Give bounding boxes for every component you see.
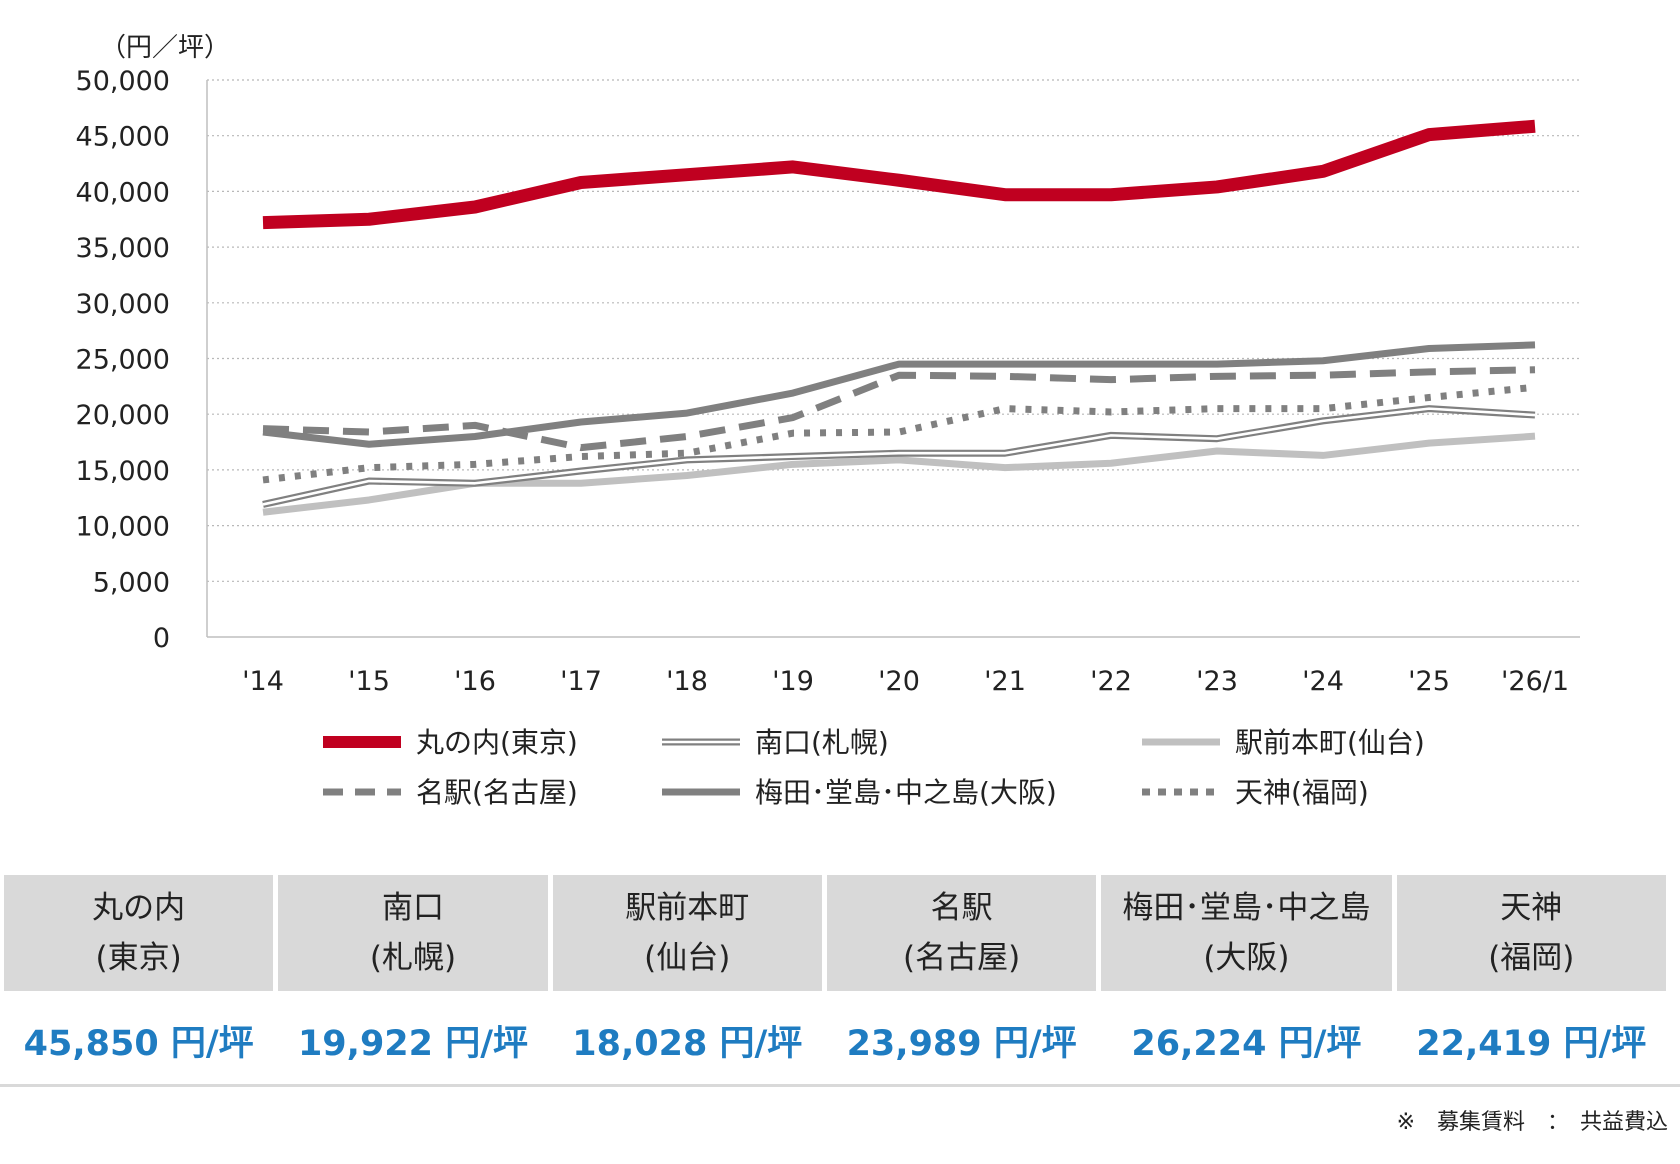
x-tick-label: '24 bbox=[1302, 666, 1344, 697]
x-tick-label: '17 bbox=[560, 666, 602, 697]
y-tick-label: 0 bbox=[153, 623, 170, 654]
city-name: (札幌) bbox=[369, 940, 457, 976]
legend-label: 南口(札幌) bbox=[755, 726, 889, 759]
city-name: (名古屋) bbox=[902, 940, 1021, 976]
y-tick-label: 45,000 bbox=[76, 122, 170, 153]
x-tick-label: '20 bbox=[878, 666, 920, 697]
y-tick-label: 15,000 bbox=[76, 456, 170, 487]
y-tick-label: 50,000 bbox=[76, 66, 170, 97]
series-lines bbox=[262, 119, 1536, 516]
rent-value: 22,419 円/坪 bbox=[1396, 991, 1666, 1084]
region-name: 名駅 bbox=[930, 890, 993, 926]
header-cell: 駅前本町 (仙台) bbox=[552, 875, 822, 991]
table-header-row: 丸の内 (東京) 南口 (札幌) 駅前本町 (仙台) 名駅 (名古屋) 梅田･堂島･中之… bbox=[4, 875, 1666, 991]
series-line bbox=[262, 407, 1536, 506]
summary-table: 丸の内 (東京) 南口 (札幌) 駅前本町 (仙台) 名駅 (名古屋) 梅田･堂島･中之… bbox=[0, 875, 1671, 1084]
table-bottom-border bbox=[0, 1084, 1680, 1087]
x-tick-label: '26/1 bbox=[1501, 666, 1569, 697]
rent-value: 18,028 円/坪 bbox=[552, 991, 822, 1084]
x-tick-label: '22 bbox=[1090, 666, 1132, 697]
rent-value: 26,224 円/坪 bbox=[1101, 991, 1392, 1084]
x-tick-label: '21 bbox=[984, 666, 1026, 697]
region-name: 梅田･堂島･中之島 bbox=[1122, 890, 1371, 926]
city-name: (大阪) bbox=[1203, 940, 1290, 976]
rent-value: 19,922 円/坪 bbox=[278, 991, 548, 1084]
x-tick-label: '19 bbox=[772, 666, 814, 697]
series-line bbox=[262, 432, 1536, 516]
y-tick-label: 5,000 bbox=[93, 567, 170, 598]
legend-label: 丸の内(東京) bbox=[416, 726, 578, 759]
x-tick-label: '15 bbox=[348, 666, 390, 697]
y-unit-label: （円／坪） bbox=[100, 33, 230, 63]
city-name: (仙台) bbox=[644, 940, 731, 976]
y-tick-label: 25,000 bbox=[76, 345, 170, 376]
x-axis-ticks: '14 '15 '16 '17 '18 '19 '20 '21 '22 '23 '24 '25 '26/… bbox=[242, 666, 1569, 697]
rent-value: 45,850 円/坪 bbox=[4, 991, 274, 1084]
y-axis-ticks: 0 5,000 10,000 15,000 20,000 25,000 30,000 35,0… bbox=[76, 66, 170, 654]
city-name: (福岡) bbox=[1488, 940, 1575, 976]
series-line bbox=[262, 383, 1536, 484]
series-line bbox=[262, 341, 1536, 448]
header-cell: 天神 (福岡) bbox=[1396, 875, 1666, 991]
x-tick-label: '14 bbox=[242, 666, 284, 697]
region-name: 天神 bbox=[1500, 890, 1563, 926]
legend: 丸の内(東京) 南口(札幌) 駅前本町(仙台) 名駅(名古屋) 梅田･堂島･中之島(大阪… bbox=[323, 726, 1425, 809]
header-cell: 梅田･堂島･中之島 (大阪) bbox=[1101, 875, 1392, 991]
y-tick-label: 35,000 bbox=[76, 233, 170, 264]
legend-label: 駅前本町(仙台) bbox=[1235, 726, 1425, 759]
header-cell: 丸の内 (東京) bbox=[4, 875, 274, 991]
header-cell: 南口 (札幌) bbox=[278, 875, 548, 991]
line-chart: （円／坪） 0 5,000 10,000 15,000 20,000 25,000 30,0… bbox=[76, 33, 1580, 809]
x-tick-label: '25 bbox=[1408, 666, 1450, 697]
region-name: 南口 bbox=[381, 890, 444, 926]
legend-label: 天神(福岡) bbox=[1235, 776, 1369, 809]
x-tick-label: '16 bbox=[454, 666, 496, 697]
region-name: 丸の内 bbox=[92, 890, 186, 926]
series-line bbox=[262, 366, 1536, 452]
region-name: 駅前本町 bbox=[625, 890, 750, 926]
rent-value: 23,989 円/坪 bbox=[826, 991, 1097, 1084]
grid-lines bbox=[206, 79, 1580, 638]
legend-label: 梅田･堂島･中之島(大阪) bbox=[755, 776, 1057, 809]
y-tick-label: 30,000 bbox=[76, 289, 170, 320]
table-value-row: 45,850 円/坪 19,922 円/坪 18,028 円/坪 23,989 … bbox=[4, 991, 1666, 1084]
city-name: (東京) bbox=[95, 940, 182, 976]
x-tick-label: '18 bbox=[666, 666, 708, 697]
y-tick-label: 40,000 bbox=[76, 177, 170, 208]
series-line bbox=[262, 119, 1536, 230]
footnote: ※ 募集賃料 ： 共益費込 bbox=[1396, 1110, 1668, 1135]
header-cell: 名駅 (名古屋) bbox=[826, 875, 1097, 991]
legend-label: 名駅(名古屋) bbox=[416, 776, 578, 809]
y-tick-label: 10,000 bbox=[76, 512, 170, 543]
y-tick-label: 20,000 bbox=[76, 400, 170, 431]
x-tick-label: '23 bbox=[1196, 666, 1238, 697]
